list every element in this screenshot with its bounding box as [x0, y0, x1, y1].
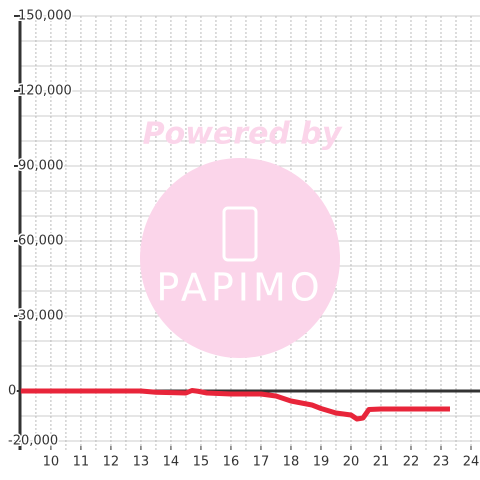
x-tick-label: 15 [193, 455, 210, 470]
watermark-circle [140, 158, 340, 358]
y-tick-label: 0 [8, 384, 16, 399]
x-tick-label: 24 [463, 455, 480, 470]
x-tick-label: 20 [343, 455, 360, 470]
x-tick-label: 18 [283, 455, 300, 470]
x-tick-label: 21 [373, 455, 390, 470]
watermark-text: PAPIMO [156, 266, 323, 310]
y-tick-label: -20,000 [8, 434, 58, 449]
watermark: Powered by PAPIMO [140, 117, 343, 358]
y-tick-label: 90,000 [18, 159, 64, 174]
y-tick-label: 150,000 [18, 9, 72, 24]
x-tick-label: 23 [433, 455, 450, 470]
line [20, 388, 450, 422]
x-tick-label: 14 [163, 455, 180, 470]
y-tick-label: 60,000 [18, 234, 64, 249]
x-tick-label: 19 [313, 455, 330, 470]
watermark-icon [222, 206, 258, 262]
x-tick-label: 22 [403, 455, 420, 470]
y-tick-label: 30,000 [18, 309, 64, 324]
x-tick-label: 17 [253, 455, 270, 470]
y-tick-label: 120,000 [18, 84, 72, 99]
x-tick-label: 16 [223, 455, 240, 470]
watermark-text: Powered by [143, 117, 343, 152]
x-tick-label: 13 [133, 455, 150, 470]
x-tick-label: 10 [43, 455, 60, 470]
x-tick-label: 12 [103, 455, 120, 470]
x-tick-label: 11 [73, 455, 90, 470]
